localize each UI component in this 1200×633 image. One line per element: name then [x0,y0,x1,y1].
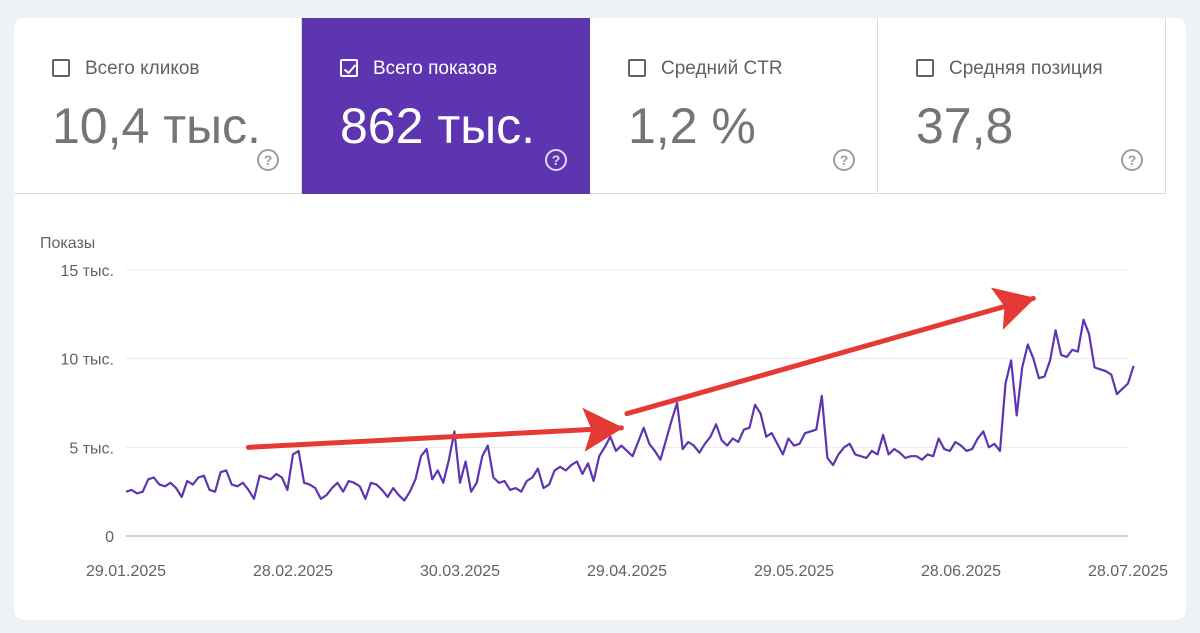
metric-label-clicks: Всего кликов [85,58,200,79]
metric-card-position[interactable]: Средняя позиция 37,8 ? [878,18,1166,194]
x-tick-label: 28.02.2025 [253,563,333,580]
x-tick-label: 29.05.2025 [754,563,834,580]
x-axis: 29.01.2025 28.02.2025 30.03.2025 29.04.2025… [86,563,1168,580]
y-tick-label: 15 тыс. [60,263,114,280]
x-tick-label: 28.07.2025 [1088,563,1168,580]
metric-card-ctr[interactable]: Средний CTR 1,2 % ? [590,18,878,194]
metric-value-clicks: 10,4 тыс. [52,98,261,154]
trend-arrow [624,287,1036,417]
gridlines [126,269,1128,537]
metric-value-ctr: 1,2 % [628,98,756,154]
x-tick-label: 28.06.2025 [921,563,1001,580]
metric-value-impressions: 862 тыс. [340,98,536,154]
help-icon[interactable]: ? [545,149,567,171]
y-tick-label: 0 [105,529,114,546]
metric-value-position: 37,8 [916,98,1014,154]
performance-panel: Всего кликов 10,4 тыс. ? Всего показов 8… [14,18,1186,620]
impressions-series-line [125,318,1135,502]
checkbox-position[interactable] [916,59,934,77]
y-tick-label: 10 тыс. [60,352,114,369]
y-axis: 0 5 тыс. 10 тыс. 15 тыс. [60,263,114,546]
checkbox-impressions[interactable] [340,59,358,77]
annotations [245,287,1036,452]
metric-cards: Всего кликов 10,4 тыс. ? Всего показов 8… [14,18,1166,194]
checkmark-icon [343,64,357,75]
trend-arrow [245,407,624,452]
impressions-chart: 0 5 тыс. 10 тыс. 15 тыс. 29.01.2025 28.02.20… [40,235,1168,580]
series-group [125,318,1135,502]
metric-label-ctr: Средний CTR [661,58,783,79]
y-tick-label: 5 тыс. [69,440,114,457]
help-icon[interactable]: ? [1121,149,1143,171]
help-icon[interactable]: ? [833,149,855,171]
metric-card-clicks[interactable]: Всего кликов 10,4 тыс. ? [14,18,302,194]
y-axis-title: Показы [40,235,95,252]
help-icon[interactable]: ? [257,149,279,171]
x-tick-label: 29.01.2025 [86,563,166,580]
metric-label-impressions: Всего показов [373,58,498,79]
metric-card-impressions[interactable]: Всего показов 862 тыс. ? [302,18,590,194]
checkbox-clicks[interactable] [52,59,70,77]
x-tick-label: 29.04.2025 [587,563,667,580]
checkbox-ctr[interactable] [628,59,646,77]
x-tick-label: 30.03.2025 [420,563,500,580]
metric-label-position: Средняя позиция [949,58,1103,79]
